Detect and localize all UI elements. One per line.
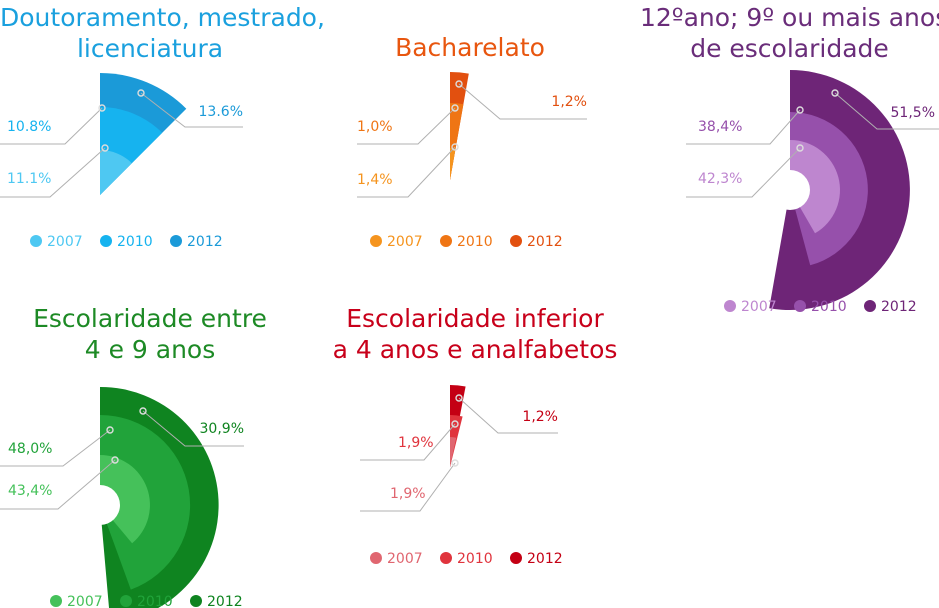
leader-line xyxy=(360,462,456,512)
legend-swatch xyxy=(440,552,452,564)
marker-dot xyxy=(137,89,145,97)
sector-2007 xyxy=(450,437,457,467)
chart-title-line: 4 e 9 anos xyxy=(84,335,216,364)
data-label: 43,4% xyxy=(8,483,52,499)
legend-swatch xyxy=(510,552,522,564)
leader-line xyxy=(140,92,243,128)
legend-label: 2012 xyxy=(527,551,563,567)
leader-line xyxy=(458,83,587,120)
leader-line xyxy=(357,146,456,198)
legend-label: 2010 xyxy=(811,299,847,315)
legend-swatch xyxy=(794,300,806,312)
leader-line xyxy=(834,92,939,130)
data-label: 1,0% xyxy=(357,119,393,135)
leader-line xyxy=(686,147,801,198)
data-label: 11.1% xyxy=(7,171,51,187)
chart-title-line: Bacharelato xyxy=(395,33,545,62)
leader-line xyxy=(458,397,558,434)
data-label: 1,4% xyxy=(357,172,393,188)
legend-swatch xyxy=(50,595,62,607)
leader-line xyxy=(360,423,456,461)
data-label: 1,9% xyxy=(398,435,434,451)
legend-label: 2010 xyxy=(457,551,493,567)
legend-swatch xyxy=(100,235,112,247)
legend-label: 2007 xyxy=(47,234,83,250)
legend-swatch xyxy=(440,235,452,247)
chart-title-line: de escolaridade xyxy=(690,34,889,63)
chart-title: Bacharelato xyxy=(370,32,570,63)
legend-swatch xyxy=(370,235,382,247)
marker-dot xyxy=(796,106,804,114)
chart-title-line: Doutoramento, mestrado, xyxy=(0,3,325,32)
sector-2007 xyxy=(790,140,840,234)
legend-swatch xyxy=(724,300,736,312)
sector-2007 xyxy=(100,150,132,195)
chart-title: Escolaridade inferior a 4 anos e analfab… xyxy=(325,303,625,365)
chart-title: 12ºano; 9º ou mais anos de escolaridade xyxy=(640,2,939,64)
chart-title-line: Escolaridade entre xyxy=(33,304,267,333)
legend-label: 2012 xyxy=(207,594,243,608)
chart-title: Escolaridade entre 4 e 9 anos xyxy=(0,303,300,365)
legend-swatch xyxy=(370,552,382,564)
legend-label: 2007 xyxy=(67,594,103,608)
legend-label: 2007 xyxy=(387,234,423,250)
chart-title-line: Escolaridade inferior xyxy=(346,304,604,333)
leader-line xyxy=(0,429,111,467)
legend-label: 2007 xyxy=(387,551,423,567)
marker-dot xyxy=(455,394,463,402)
legend-label: 2010 xyxy=(117,234,153,250)
legend-swatch xyxy=(864,300,876,312)
data-label: 38,4% xyxy=(698,119,742,135)
legend-label: 2012 xyxy=(527,234,563,250)
legend-label: 2007 xyxy=(741,299,777,315)
data-label: 48,0% xyxy=(8,441,52,457)
data-label: 42,3% xyxy=(698,171,742,187)
data-label: 30,9% xyxy=(200,421,244,437)
data-label: 13.6% xyxy=(199,104,243,120)
legend-label: 2012 xyxy=(881,299,917,315)
marker-dot xyxy=(111,456,119,464)
data-label: 1,2% xyxy=(551,94,587,110)
marker-dot xyxy=(455,80,463,88)
leader-line xyxy=(0,107,103,145)
marker-dot xyxy=(831,89,839,97)
marker-dot xyxy=(98,104,106,112)
leader-line xyxy=(0,459,116,510)
leader-line xyxy=(0,147,106,198)
legend-swatch xyxy=(510,235,522,247)
marker-dot xyxy=(139,407,147,415)
marker-dot xyxy=(106,426,114,434)
inner-cutout xyxy=(770,170,810,210)
legend-swatch xyxy=(190,595,202,607)
chart-title: Doutoramento, mestrado, licenciatura xyxy=(0,2,325,64)
inner-cutout xyxy=(80,485,120,525)
data-label: 51,5% xyxy=(891,105,935,121)
marker-dot xyxy=(451,104,459,112)
data-label: 1,9% xyxy=(390,486,426,502)
sector-2007 xyxy=(100,455,150,544)
legend-swatch xyxy=(120,595,132,607)
marker-dot xyxy=(451,143,459,151)
marker-dot xyxy=(451,420,459,428)
legend-swatch xyxy=(30,235,42,247)
marker-dot xyxy=(451,459,459,467)
chart-title-line: licenciatura xyxy=(76,34,224,63)
leader-line xyxy=(142,410,244,447)
legend-label: 2010 xyxy=(137,594,173,608)
marker-dot xyxy=(101,144,109,152)
data-label: 10.8% xyxy=(7,119,51,135)
marker-dot xyxy=(796,144,804,152)
leader-line xyxy=(686,109,801,145)
leader-line xyxy=(357,107,456,145)
legend-label: 2012 xyxy=(187,234,223,250)
legend-swatch xyxy=(170,235,182,247)
chart-title-line: 12ºano; 9º ou mais anos xyxy=(640,3,939,32)
sector-2007 xyxy=(450,148,456,180)
chart-title-line: a 4 anos e analfabetos xyxy=(332,335,618,364)
sector-2010 xyxy=(450,414,463,467)
data-label: 1,2% xyxy=(522,409,558,425)
legend-label: 2010 xyxy=(457,234,493,250)
